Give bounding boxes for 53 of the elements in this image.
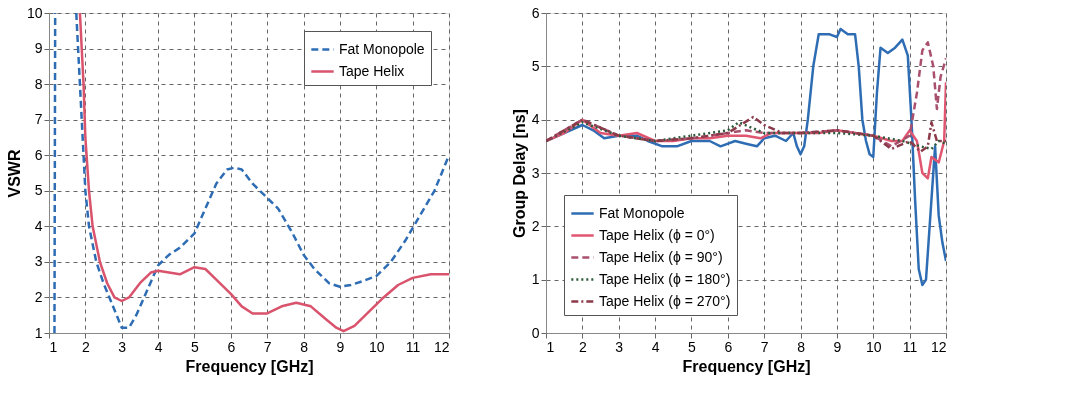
x-tick-label: 6: [227, 338, 236, 355]
y-tick-label: 2: [531, 217, 540, 234]
y-axis-title: Group Delay [ns]: [510, 109, 528, 238]
x-tick-label: 4: [154, 338, 163, 355]
y-tick-label: 3: [34, 253, 43, 270]
x-tick-label: 8: [797, 338, 806, 355]
y-tick-label: 9: [34, 40, 43, 57]
x-tick-label: 5: [688, 338, 697, 355]
legend-label: Tape Helix (ϕ = 270°): [599, 292, 731, 309]
legend-label: Fat Monopole: [339, 40, 425, 57]
x-tick-label: 1: [546, 338, 555, 355]
y-tick-label: 5: [531, 57, 540, 74]
x-tick-label: 10: [865, 338, 882, 355]
x-tick-label: 11: [405, 338, 421, 355]
legend-label: Tape Helix (ϕ = 90°): [599, 248, 723, 265]
y-tick-label: 4: [34, 217, 43, 234]
x-tick-label: 4: [651, 338, 660, 355]
legend-label: Tape Helix: [339, 62, 405, 79]
x-tick-label: 12: [930, 338, 947, 355]
y-tick-label: 7: [34, 111, 43, 128]
y-tick-label: 6: [34, 146, 43, 163]
y-tick-label: 6: [531, 4, 540, 21]
y-tick-label: 0: [531, 324, 540, 341]
x-tick-label: 9: [833, 338, 842, 355]
y-tick-label: 1: [34, 324, 43, 341]
legend-label: Fat Monopole: [599, 204, 685, 221]
y-tick-label: 10: [26, 4, 43, 21]
x-tick-label: 2: [578, 338, 587, 355]
x-tick-label: 3: [615, 338, 624, 355]
x-tick-label: 10: [368, 338, 385, 355]
y-tick-label: 1: [531, 271, 540, 288]
legend-label: Tape Helix (ϕ = 0°): [599, 226, 715, 243]
x-tick-label: 7: [263, 338, 272, 355]
y-tick-label: 2: [34, 288, 43, 305]
x-tick-label: 5: [191, 338, 200, 355]
line-series: [546, 115, 946, 153]
legend-label: Tape Helix (ϕ = 180°): [599, 270, 731, 287]
x-tick-label: 9: [336, 338, 345, 355]
y-tick-label: 3: [531, 164, 540, 181]
y-tick-label: 5: [34, 182, 43, 199]
x-tick-label: 8: [300, 338, 309, 355]
x-axis-title: Frequency [GHz]: [682, 357, 811, 375]
x-tick-label: 2: [81, 338, 90, 355]
x-tick-label: 11: [902, 338, 918, 355]
x-axis-title: Frequency [GHz]: [185, 357, 314, 375]
x-tick-label: 1: [49, 338, 58, 355]
y-axis-title: VSWR: [5, 149, 23, 198]
x-tick-label: 3: [118, 338, 127, 355]
y-tick-label: 8: [34, 75, 43, 92]
y-tick-label: 4: [531, 111, 540, 128]
x-tick-label: 6: [724, 338, 733, 355]
x-tick-label: 7: [760, 338, 769, 355]
x-tick-label: 12: [433, 338, 450, 355]
